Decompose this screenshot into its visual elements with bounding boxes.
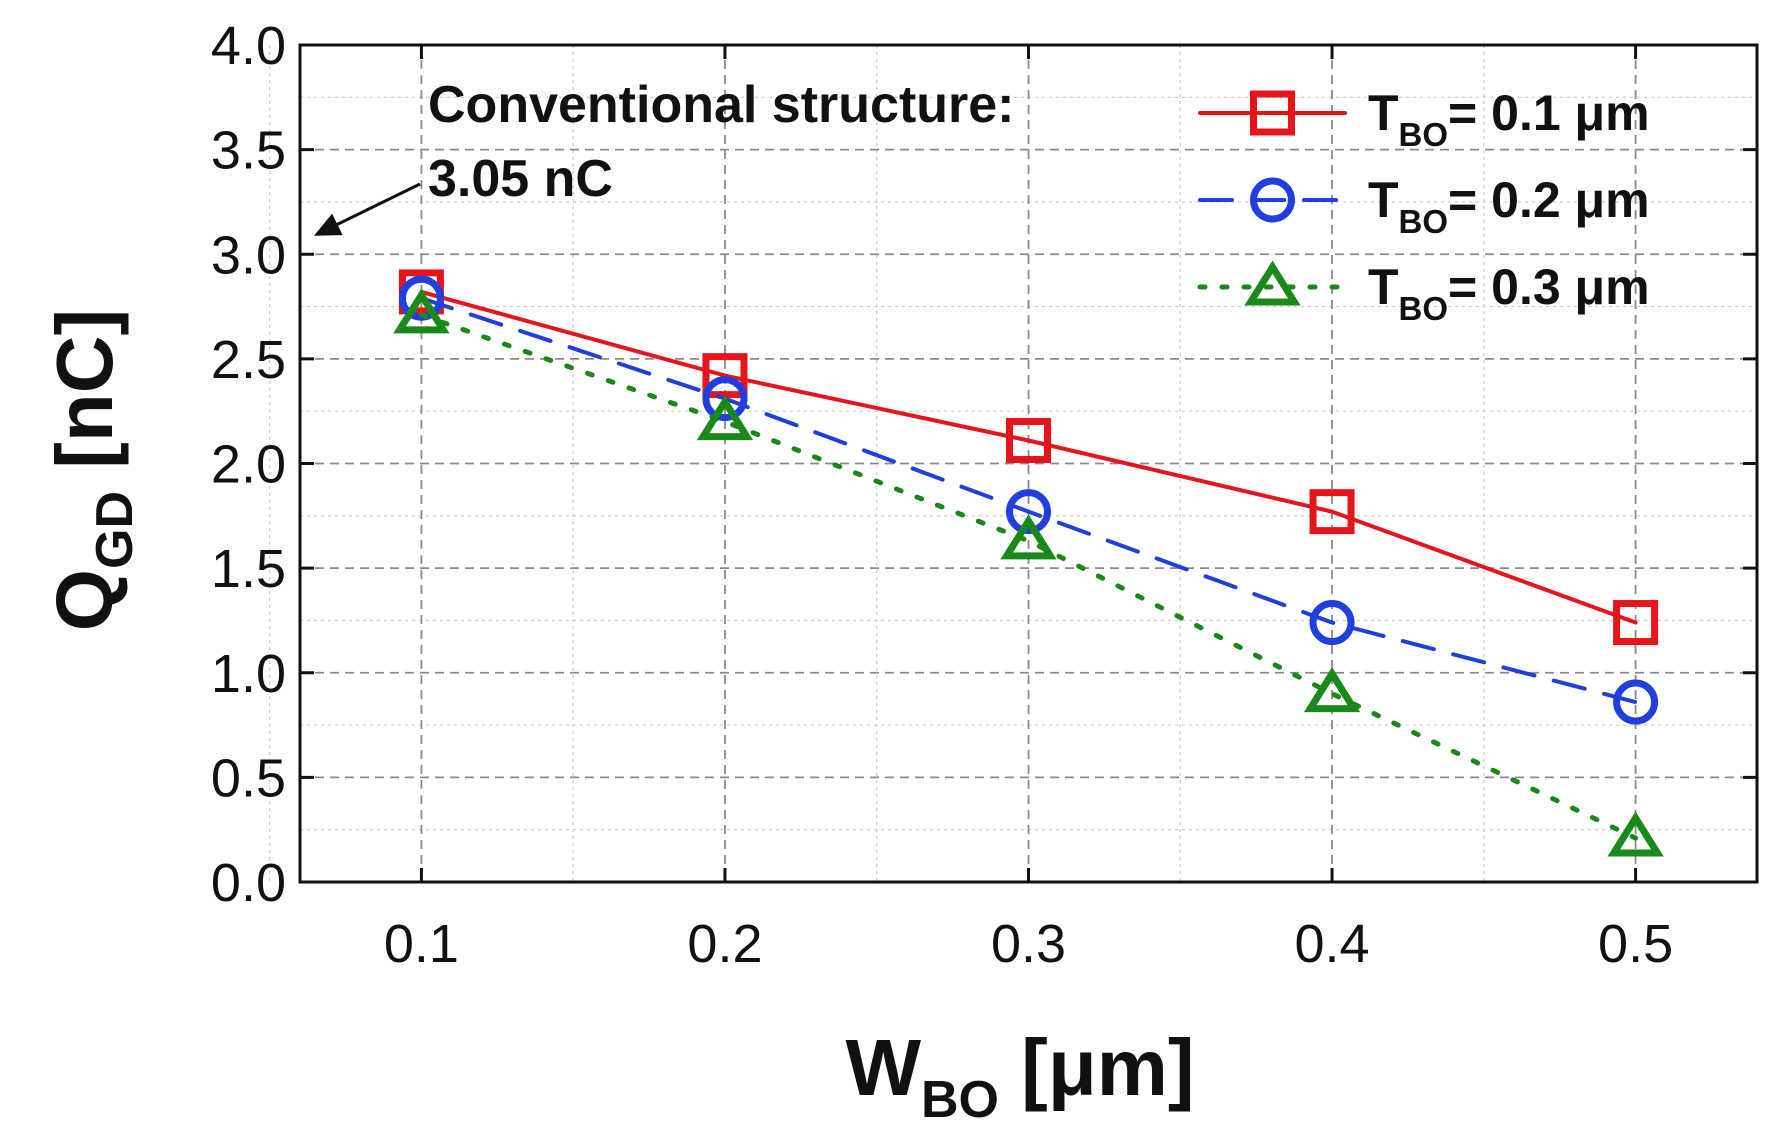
legend-entry-3: TBO= 0.3 μm [1197,259,1650,327]
legend-label-sub: BO [1399,203,1449,240]
series-3-point [1607,811,1664,857]
x-axis-title-main: W [845,1023,921,1112]
legend-entry-1: TBO= 0.1 μm [1198,85,1650,153]
series-3-point [393,288,450,334]
y-axis-title-sub: GD [86,491,144,569]
x-tick-label: 0.1 [384,914,459,974]
legend-label-sub: BO [1399,116,1449,153]
series-2-point [702,376,748,422]
legend-label-prefix: T [1368,85,1399,141]
series-1 [398,269,1659,646]
legend-label-prefix: T [1368,259,1399,315]
axis-ticks [300,43,1757,884]
legend-label-2: TBO= 0.2 μm [1368,172,1650,240]
annotation-line1: Conventional structure: [428,76,1015,134]
x-axis-title: WBO [μm] [845,1023,1194,1129]
legend-label-suffix: = 0.1 μm [1448,85,1650,141]
x-tick-label: 0.4 [1295,914,1370,974]
series-3-point [1303,667,1361,713]
y-axis-title-unit: [nC] [40,309,129,491]
series-2-line [419,296,1638,705]
legend-label-prefix: T [1368,172,1399,228]
x-axis-title-sub: BO [921,1071,999,1129]
series-1-point [1309,489,1355,535]
y-tick-label: 3.0 [211,225,286,285]
x-tick-label: 0.3 [991,914,1066,974]
legend-marker-3 [1244,260,1301,306]
y-tick-label: 2.5 [211,330,286,390]
x-tick-label: 0.5 [1598,914,1673,974]
y-axis-title-main: Q [40,569,129,631]
legend-entry-2: TBO= 0.2 μm [1198,172,1650,240]
series-1-line [419,289,1638,625]
legend-label-suffix: = 0.3 μm [1448,259,1650,315]
series-layer [393,269,1664,857]
legend-label-1: TBO= 0.1 μm [1368,85,1650,153]
legend-marker-2 [1250,177,1295,223]
series-3 [393,288,1664,857]
x-tick-labels: 0.1 0.2 0.3 0.4 0.5 [384,914,1673,974]
y-tick-labels: 0.0 0.5 1.0 1.5 2.0 2.5 3.0 3.5 4.0 [211,16,286,913]
y-tick-label: 0.5 [211,748,286,808]
legend-label-suffix: = 0.2 μm [1448,172,1650,228]
series-1-point [1006,417,1051,463]
y-tick-label: 0.0 [211,853,286,913]
series-3-point [1000,514,1057,560]
major-grid [300,45,1757,882]
series-1-point [702,353,748,399]
y-tick-label: 2.0 [211,435,286,495]
series-3-point [696,395,754,441]
series-2-point [1006,489,1051,535]
legend-label-sub: BO [1399,290,1449,327]
annotation-arrow [336,182,421,226]
conventional-annotation: Conventional structure: 3.05 nC [314,76,1015,236]
series-2-point [1613,679,1659,725]
annotation-line2: 3.05 nC [428,150,613,208]
y-tick-label: 1.0 [211,644,286,704]
y-tick-label: 1.5 [211,539,286,599]
annotation-arrowhead [314,213,343,236]
legend-marker-1 [1250,90,1295,136]
series-2 [398,275,1659,725]
x-tick-label: 0.2 [687,914,762,974]
y-tick-label: 3.5 [211,121,286,181]
x-axis-title-unit: [μm] [999,1023,1195,1112]
series-2-point [1309,600,1355,646]
series-3-line [418,312,1639,841]
series-1-point [1613,600,1659,646]
y-axis-title: QGD [nC] [40,309,144,631]
y-tick-label: 4.0 [211,16,286,76]
legend-label-3: TBO= 0.3 μm [1368,259,1650,327]
